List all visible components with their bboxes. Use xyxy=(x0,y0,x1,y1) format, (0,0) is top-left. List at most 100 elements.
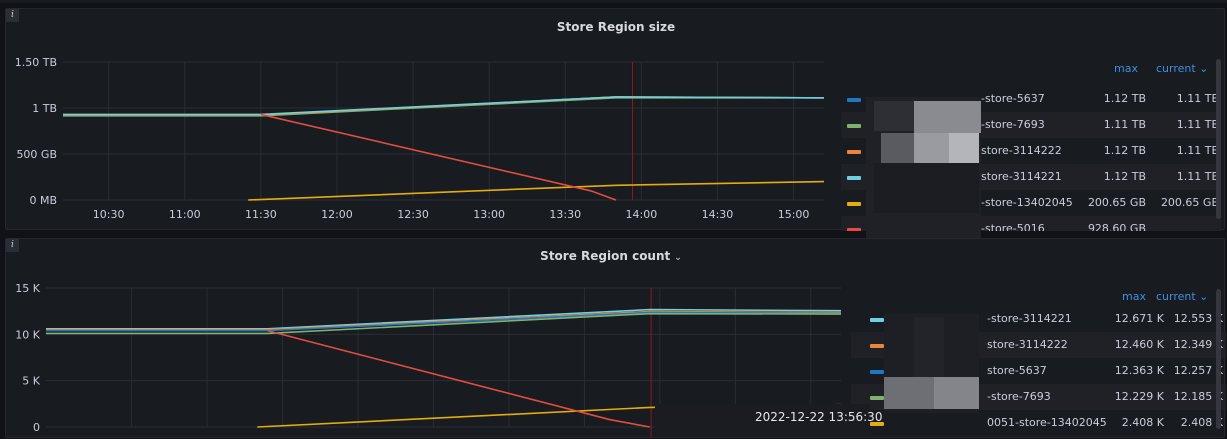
legend-scrollbar[interactable] xyxy=(1216,59,1221,219)
redaction-blur xyxy=(914,317,944,377)
x-tick-label: 11:00 xyxy=(169,208,201,221)
chevron-down-icon[interactable]: ⌄ xyxy=(674,253,682,263)
series-max-value: 12.460 K xyxy=(1114,338,1164,351)
legend-scrollbar[interactable] xyxy=(1216,289,1221,429)
series-current-value: 200.65 GB xyxy=(1160,196,1219,209)
x-tick-label: 14:30 xyxy=(702,208,734,221)
legend-header-current[interactable]: current ⌄ xyxy=(1156,290,1209,303)
redaction-blur xyxy=(949,133,979,163)
series-name[interactable]: store-3114221 xyxy=(981,170,1062,183)
series-color-swatch[interactable] xyxy=(847,124,861,128)
legend-header-current[interactable]: current ⌄ xyxy=(1156,62,1209,75)
series-color-swatch[interactable] xyxy=(870,370,884,374)
legend-header-max[interactable]: max xyxy=(1122,290,1146,303)
series-line xyxy=(248,180,825,201)
series-current-value: 12.257 K xyxy=(1173,364,1223,377)
series-current-value: 12.553 K xyxy=(1173,312,1223,325)
y-tick-label: 0 xyxy=(33,421,40,434)
x-tick-label: 12:30 xyxy=(397,208,429,221)
series-line xyxy=(267,329,650,428)
graph-tooltip: 2022-12-22 13:56:30 xyxy=(655,404,882,434)
series-color-swatch[interactable] xyxy=(847,98,861,102)
series-max-value: 12.229 K xyxy=(1114,390,1164,403)
series-name[interactable]: -store-13402045 xyxy=(981,196,1073,209)
series-max-value: 1.12 TB xyxy=(1103,144,1146,157)
y-tick-label: 0 MB xyxy=(29,194,57,207)
legend-row[interactable]: store-3114222 1.12 TB 1.11 TB xyxy=(841,138,1221,164)
series-name[interactable]: -store-5637 xyxy=(981,92,1045,105)
series-name[interactable]: 0051-store-13402045 xyxy=(987,416,1107,429)
series-color-swatch[interactable] xyxy=(847,202,861,206)
info-icon[interactable]: i xyxy=(6,9,19,22)
dashboard-top-edge xyxy=(0,0,1227,3)
x-tick-label: 15:00 xyxy=(778,208,810,221)
panel-title[interactable]: Store Region count ⌄ xyxy=(540,249,682,263)
store-region-count-chart[interactable]: 15 K 10 K 5 K 0 xyxy=(6,239,856,439)
y-tick-label: 500 GB xyxy=(16,148,57,161)
x-tick-label: 12:00 xyxy=(321,208,353,221)
series-name[interactable]: store-5637 xyxy=(987,364,1047,377)
x-tick-label: 13:30 xyxy=(549,208,581,221)
y-tick-label: 15 K xyxy=(15,282,40,295)
series-current-value: 1.11 TB xyxy=(1176,118,1219,131)
series-current-value: 1.11 TB xyxy=(1176,92,1219,105)
y-tick-label: 1.50 TB xyxy=(15,56,57,69)
series-name[interactable]: -store-5016 xyxy=(981,222,1045,231)
series-color-swatch[interactable] xyxy=(847,228,861,231)
series-current-value: 12.185 K xyxy=(1173,390,1223,403)
series-current-value: 2.408 K xyxy=(1180,416,1223,429)
series-name[interactable]: -store-3114221 xyxy=(987,312,1072,325)
series-line xyxy=(46,312,842,335)
series-color-swatch[interactable] xyxy=(870,344,884,348)
legend-row[interactable]: -store-5637 1.12 TB 1.11 TB xyxy=(841,86,1221,112)
series-line xyxy=(46,310,842,331)
info-icon[interactable]: i xyxy=(6,239,19,252)
legend-row[interactable]: 0051-store-13402045 2.408 K 2.408 K xyxy=(851,410,1226,436)
redaction-blur xyxy=(884,377,934,409)
series-line xyxy=(46,308,842,330)
redaction-blur xyxy=(881,133,914,163)
series-max-value: 2.408 K xyxy=(1121,416,1164,429)
series-max-value: 1.11 TB xyxy=(1103,118,1146,131)
series-name[interactable]: -store-7693 xyxy=(981,118,1045,131)
series-max-value: 200.65 GB xyxy=(1087,196,1146,209)
y-tick-label: 1 TB xyxy=(32,102,57,115)
series-color-swatch[interactable] xyxy=(847,150,861,154)
legend-row[interactable]: -store-13402045 200.65 GB 200.65 GB xyxy=(841,190,1221,216)
series-name[interactable]: -store-7693 xyxy=(987,390,1051,403)
series-max-value: 12.363 K xyxy=(1114,364,1164,377)
series-name[interactable]: store-3114222 xyxy=(987,338,1068,351)
redaction-blur xyxy=(874,163,979,213)
x-tick-label: 13:00 xyxy=(473,208,505,221)
panel-title[interactable]: Store Region size xyxy=(556,20,676,34)
series-color-swatch[interactable] xyxy=(847,176,861,180)
y-tick-label: 10 K xyxy=(15,328,40,341)
series-color-swatch[interactable] xyxy=(870,318,884,322)
legend-row[interactable]: -store-3114221 12.671 K 12.553 K xyxy=(851,306,1226,332)
series-name[interactable]: store-3114222 xyxy=(981,144,1062,157)
series-line xyxy=(46,311,842,332)
x-tick-label: 10:30 xyxy=(93,208,125,221)
redaction-blur xyxy=(874,101,914,131)
y-tick-label: 5 K xyxy=(22,375,40,388)
series-line xyxy=(260,113,617,201)
series-max-value: 12.671 K xyxy=(1114,312,1164,325)
redaction-blur xyxy=(914,101,981,133)
store-region-size-chart[interactable]: 1.50 TB 1 TB 500 GB 0 MB 10:30 11:00 11:30 12:0… xyxy=(6,9,846,231)
series-current-value: 1.11 TB xyxy=(1176,170,1219,183)
x-tick-label: 11:30 xyxy=(245,208,277,221)
series-line xyxy=(63,96,825,116)
series-color-swatch[interactable] xyxy=(870,422,884,426)
panel-store-region-count: i Store Region count ⌄ 15 K 10 K 5 K 0 max c… xyxy=(5,238,1226,439)
legend-header-max[interactable]: max xyxy=(1114,62,1138,75)
redaction-blur xyxy=(914,133,949,163)
series-max-value: 1.12 TB xyxy=(1103,92,1146,105)
series-current-value: 12.349 K xyxy=(1173,338,1223,351)
series-current-value: 1.11 TB xyxy=(1176,144,1219,157)
series-color-swatch[interactable] xyxy=(870,396,884,400)
series-max-value: 928.60 GB xyxy=(1087,222,1146,231)
legend-row[interactable]: store-5637 12.363 K 12.257 K xyxy=(851,358,1226,384)
x-tick-label: 14:00 xyxy=(626,208,658,221)
series-max-value: 1.12 TB xyxy=(1103,170,1146,183)
panel-store-region-size: i Store Region size 1.50 TB 1 TB 500 GB 0 M… xyxy=(5,8,1225,247)
